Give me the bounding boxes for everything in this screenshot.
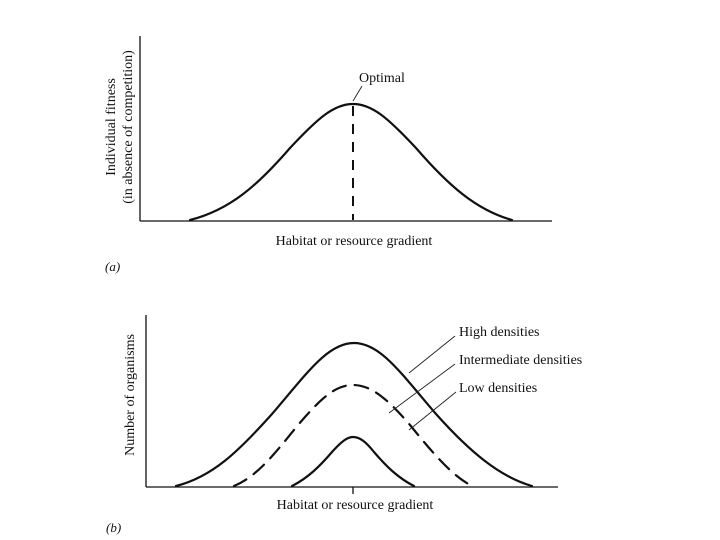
panel-a-x-label: Habitat or resource gradient [276,234,433,249]
panel-b-low-leader [408,391,457,431]
panel-b-high-leader [408,335,456,374]
panel-a-y-label-line2: (in absence of competition) [121,50,136,204]
panel-b-high-density-curve [174,341,534,488]
panel-b: High densities Intermediate densities Lo… [106,315,582,535]
panel-a-id-label: (a) [105,259,120,274]
panel-b-legend-high: High densities [459,325,540,340]
panel-a-optimal-label: Optimal [359,71,405,86]
panel-b-low-density-curve [290,435,416,488]
panel-b-intermediate-density-curve [232,383,474,488]
panel-a-fitness-curve [188,102,514,222]
panel-b-x-label: Habitat or resource gradient [277,498,434,513]
panel-b-legend-intermediate: Intermediate densities [459,353,582,368]
panel-a-optimal-leader [352,85,363,102]
panel-b-id-label: (b) [106,520,121,535]
panel-a-y-label-line1: Individual fitness [104,78,119,176]
panel-b-legend-low: Low densities [459,381,537,396]
panel-a: Optimal Individual fitness (in absence o… [104,36,552,274]
panel-b-intermediate-leader [388,363,456,414]
panel-b-y-label: Number of organisms [123,334,138,456]
